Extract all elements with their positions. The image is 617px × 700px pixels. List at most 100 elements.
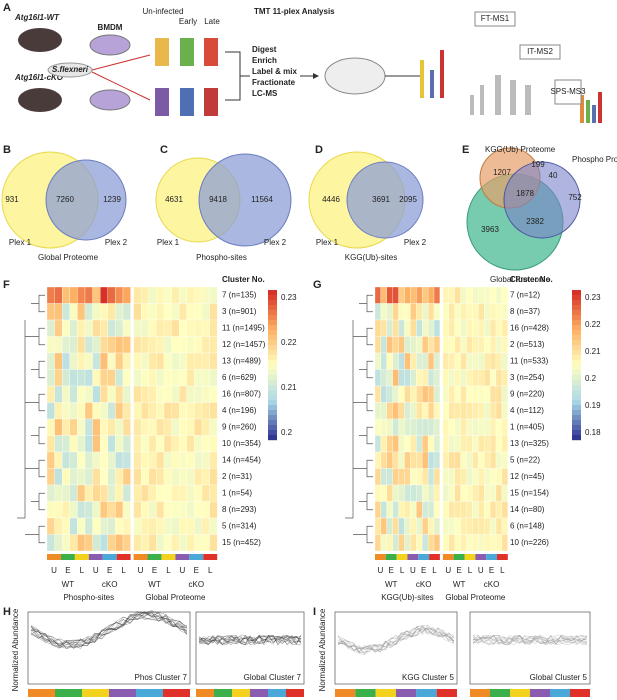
- heat-cell: [448, 352, 455, 370]
- condition-label: U: [378, 566, 384, 575]
- heat-cell: [92, 534, 101, 552]
- condition-strip: [464, 554, 476, 560]
- venn-count: 4446: [322, 195, 340, 204]
- colorbar-step: [572, 425, 581, 431]
- heat-cell: [422, 303, 429, 321]
- profiles: H Normalized Abundance Phos Cluster 7 Globa…: [3, 606, 591, 697]
- condition-label: E: [152, 566, 157, 575]
- colorbar-step: [268, 290, 277, 296]
- step: Digest: [252, 45, 277, 54]
- colorbar-step: [268, 340, 277, 346]
- heat-cell: [448, 435, 455, 453]
- venn-count: 1239: [103, 195, 121, 204]
- colorbar-step: [268, 420, 277, 426]
- colorbar-step: [572, 430, 581, 436]
- heat-cell: [454, 319, 461, 337]
- profile-trace: [198, 635, 302, 646]
- colorbar-step: [268, 370, 277, 376]
- heat-cell: [62, 501, 70, 519]
- heat-cell: [179, 402, 187, 420]
- heat-cell: [466, 468, 473, 486]
- cluster-label: 2 (n=31): [222, 472, 252, 481]
- heat-cell: [386, 468, 393, 486]
- heat-cell: [404, 484, 411, 502]
- cluster-label: 13 (n=489): [222, 356, 261, 365]
- heat-cell: [422, 435, 429, 453]
- heat-cell: [84, 484, 93, 502]
- colorbar-step: [572, 410, 581, 416]
- heat-cell: [107, 286, 116, 304]
- heat-cell: [374, 303, 382, 321]
- heat-cell: [442, 468, 449, 486]
- heat-cell: [115, 369, 124, 387]
- heat-cell: [386, 402, 393, 420]
- heat-cell: [163, 402, 172, 420]
- venn-count: 7260: [56, 195, 74, 204]
- venn-count: 4631: [165, 195, 183, 204]
- heat-cell: [141, 369, 149, 387]
- heat-cell: [115, 501, 124, 519]
- heat-cell: [416, 303, 423, 321]
- heat-cell: [392, 468, 399, 486]
- heat-cell: [100, 435, 108, 453]
- heat-cell: [442, 435, 449, 453]
- cluster-label: 7 (n=12): [510, 290, 540, 299]
- heat-cell: [386, 303, 393, 321]
- cluster-label: 12 (n=45): [510, 472, 545, 481]
- heat-cell: [171, 484, 180, 502]
- heat-cell: [398, 501, 405, 519]
- heat-cell: [62, 517, 70, 535]
- heat-cell: [374, 534, 382, 552]
- heat-cell: [92, 484, 101, 502]
- heat-cell: [156, 418, 165, 436]
- profile-trace: [198, 635, 302, 645]
- heat-cell: [100, 451, 108, 469]
- venn-count: 931: [5, 195, 19, 204]
- heat-cell: [448, 501, 455, 519]
- heat-cell: [92, 402, 101, 420]
- condition-strip: [189, 554, 204, 560]
- heat-cell: [69, 534, 78, 552]
- heat-cell: [194, 352, 203, 370]
- heat-cell: [141, 319, 149, 337]
- heat-cell: [489, 402, 497, 420]
- condition-strip: [136, 689, 163, 697]
- condition-strip: [88, 554, 103, 560]
- heat-cell: [489, 451, 497, 469]
- heat-cell: [466, 319, 473, 337]
- heat-cell: [163, 319, 172, 337]
- heat-cell: [416, 352, 423, 370]
- heat-cell: [489, 385, 497, 403]
- heat-cell: [84, 385, 93, 403]
- heat-cell: [454, 352, 461, 370]
- condition-strip: [232, 689, 250, 697]
- heat-cell: [398, 484, 405, 502]
- scale-label: 0.2: [281, 428, 293, 437]
- heat-cell: [186, 534, 195, 552]
- heat-cell: [133, 517, 142, 535]
- heat-cell: [54, 418, 63, 436]
- heat-cell: [501, 501, 508, 519]
- heat-cell: [84, 303, 93, 321]
- heat-cell: [495, 501, 503, 519]
- heat-cell: [374, 336, 382, 354]
- heat-cell: [46, 352, 55, 370]
- heat-cell: [46, 303, 55, 321]
- heat-cell: [442, 534, 449, 552]
- heat-cell: [484, 319, 491, 337]
- heat-cell: [398, 435, 405, 453]
- heat-cell: [156, 385, 165, 403]
- caption: Global Proteome: [145, 593, 206, 602]
- heat-cell: [392, 319, 399, 337]
- heat-cell: [386, 352, 393, 370]
- heat-cell: [209, 435, 218, 453]
- venn-count: 11564: [251, 195, 273, 204]
- heat-cell: [416, 534, 423, 552]
- heat-cell: [404, 286, 411, 304]
- panel-label: H: [3, 606, 11, 618]
- heat-cell: [62, 451, 70, 469]
- heat-cell: [84, 352, 93, 370]
- heat-cell: [466, 352, 473, 370]
- profile-trace: [30, 611, 188, 648]
